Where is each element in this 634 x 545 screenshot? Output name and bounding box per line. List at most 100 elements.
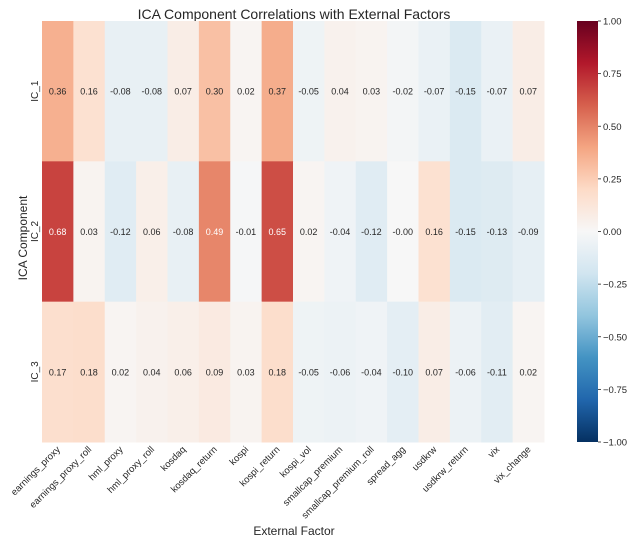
colorbar-tick-label: −0.25 (603, 280, 627, 291)
cell-value-label: 0.17 (49, 367, 67, 377)
cell-value-label: -0.08 (173, 227, 194, 237)
heatmap-cell (418, 301, 451, 443)
heatmap-cell (355, 21, 388, 162)
chart-title: ICA Component Correlations with External… (138, 6, 451, 22)
heatmap-cell (104, 301, 137, 443)
x-tick-label: usdkrw (410, 444, 439, 473)
heatmap-cell (42, 301, 74, 443)
cell-value-label: -0.08 (110, 87, 131, 97)
cell-value-label: 0.03 (237, 367, 255, 377)
heatmap-cell (73, 21, 106, 162)
heatmap-cell (293, 301, 325, 443)
cell-value-label: 0.07 (174, 87, 192, 97)
heatmap-cell (449, 301, 482, 443)
cell-value-label: -0.04 (361, 367, 382, 377)
colorbar (577, 21, 598, 442)
heatmap-cell (418, 161, 451, 303)
cell-value-label: 0.30 (206, 87, 224, 97)
cell-value-label: 0.04 (331, 87, 349, 97)
heatmap-cell (418, 21, 451, 162)
colorbar-ticks: 1.00 0.75 0.50 0.25 0.00 −0.25 −0.50 −0.75 −1.00 (598, 17, 627, 449)
cell-value-label: 0.07 (520, 87, 538, 97)
heatmap-cell (355, 301, 388, 443)
colorbar-tick-label: 0.25 (603, 174, 622, 185)
heatmap-cell (136, 301, 168, 443)
cell-value-label: -0.10 (393, 367, 414, 377)
heatmap-cell (324, 21, 357, 162)
heatmap-cell (449, 21, 482, 162)
cell-value-label: -0.13 (487, 227, 508, 237)
heatmap-cell (512, 301, 545, 443)
heatmap-cell (324, 161, 357, 303)
heatmap-cell (230, 301, 263, 443)
heatmap-cell (136, 161, 168, 303)
cell-value-label: 0.02 (112, 367, 130, 377)
heatmap-cells (42, 21, 545, 443)
cell-value-label: 0.36 (49, 87, 67, 97)
cell-value-label: 0.02 (300, 227, 318, 237)
cell-value-label: 0.37 (269, 87, 287, 97)
cell-value-label: -0.07 (424, 87, 445, 97)
cell-value-label: 0.07 (425, 367, 443, 377)
x-tick-label: vix (486, 444, 502, 460)
heatmap-cell (42, 161, 74, 303)
cell-value-label: -0.15 (455, 227, 476, 237)
heatmap-cell (42, 21, 74, 162)
heatmap-cell (293, 21, 325, 162)
heatmap-cell (198, 301, 231, 443)
y-tick-labels: IC_1 IC_2 IC_3 (30, 80, 41, 382)
heatmap-cell (167, 301, 200, 443)
x-tick-label: kospi (228, 444, 251, 467)
cell-value-label: -0.12 (110, 227, 131, 237)
heatmap-cell (481, 21, 514, 162)
x-tick-label: kosdaq (159, 444, 188, 473)
y-tick-label: IC_1 (30, 80, 41, 102)
heatmap-cell (136, 21, 168, 162)
cell-value-label: 0.02 (520, 367, 538, 377)
cell-value-label: -0.02 (393, 87, 414, 97)
heatmap-cell (387, 301, 419, 443)
cell-value-label: 0.06 (174, 367, 192, 377)
cell-value-label: -0.15 (455, 87, 476, 97)
colorbar-tick-label: 0.00 (603, 227, 622, 238)
cell-value-label: -0.06 (455, 367, 476, 377)
heatmap-cell (167, 161, 200, 303)
y-tick-label: IC_2 (30, 220, 41, 242)
heatmap-cell (230, 161, 263, 303)
cell-value-label: -0.00 (393, 227, 414, 237)
heatmap-cell (324, 301, 357, 443)
heatmap-cell (198, 21, 231, 162)
cell-value-label: 0.03 (363, 87, 381, 97)
heatmap-cell (387, 21, 419, 162)
x-axis-label: External Factor (253, 524, 334, 538)
heatmap-cell (104, 21, 137, 162)
cell-value-label: 0.04 (143, 367, 161, 377)
cell-value-label: -0.04 (330, 227, 351, 237)
cell-value-label: 0.49 (206, 227, 224, 237)
colorbar-tick-label: 0.50 (603, 122, 622, 133)
heatmap-cell (512, 161, 545, 303)
cell-value-label: -0.09 (518, 227, 539, 237)
cell-value-label: 0.16 (80, 87, 98, 97)
cell-value-label: 0.02 (237, 87, 255, 97)
cell-value-label: -0.01 (236, 227, 257, 237)
cell-value-label: 0.65 (269, 227, 287, 237)
cell-value-label: 0.06 (143, 227, 161, 237)
heatmap-cell (481, 161, 514, 303)
heatmap-cell (387, 161, 419, 303)
heatmap-cell (481, 301, 514, 443)
colorbar-tick-label: −1.00 (603, 438, 627, 449)
cell-value-label: -0.08 (142, 87, 163, 97)
heatmap-cell (449, 161, 482, 303)
heatmap-cell (512, 21, 545, 162)
x-tick-label: earnings_proxy_roll (28, 444, 94, 510)
cell-value-label: -0.05 (298, 367, 319, 377)
cell-value-label: -0.07 (487, 87, 508, 97)
cell-value-label: 0.03 (80, 227, 98, 237)
y-axis-label: ICA Component (16, 195, 30, 280)
cell-value-label: 0.18 (80, 367, 98, 377)
cell-value-label: -0.06 (330, 367, 351, 377)
heatmap-cell (261, 301, 294, 443)
cell-value-label: -0.05 (298, 87, 319, 97)
